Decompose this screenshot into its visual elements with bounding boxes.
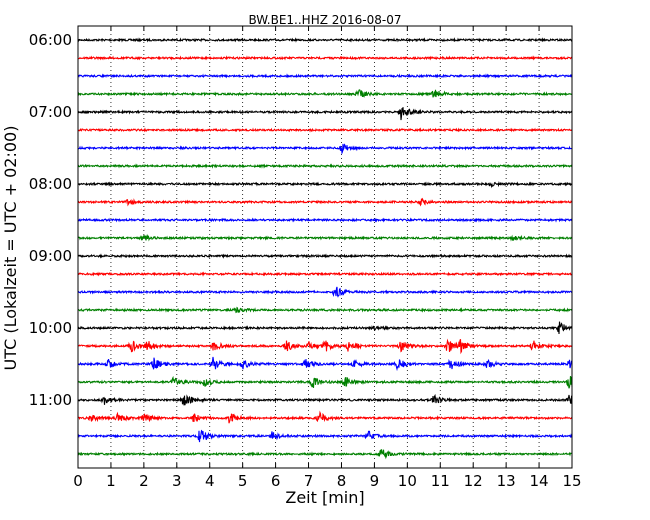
x-tick-label: 5 bbox=[238, 472, 248, 490]
x-tick-label: 14 bbox=[530, 472, 549, 490]
x-tick-label: 0 bbox=[73, 472, 83, 490]
x-tick-label: 4 bbox=[205, 472, 215, 490]
trace-line bbox=[77, 393, 573, 406]
trace-line bbox=[77, 217, 573, 223]
trace-line bbox=[77, 356, 573, 372]
y-tick-label: 10:00 bbox=[29, 319, 72, 337]
y-tick-label: 08:00 bbox=[29, 175, 72, 193]
trace-line bbox=[77, 37, 573, 43]
x-axis-label: Zeit [min] bbox=[285, 488, 364, 507]
trace-line bbox=[77, 107, 573, 121]
axis-ticks bbox=[77, 26, 573, 468]
trace-line bbox=[78, 253, 573, 259]
y-tick-labels: 06:00 07:00 08:00 09:00 10:00 11:00 bbox=[29, 31, 72, 409]
trace-line bbox=[77, 181, 573, 189]
trace-line bbox=[77, 306, 573, 314]
x-tick-label: 11 bbox=[431, 472, 450, 490]
x-tick-label: 10 bbox=[398, 472, 417, 490]
trace-line bbox=[77, 163, 573, 169]
trace-line bbox=[77, 375, 573, 389]
x-tick-label: 15 bbox=[562, 472, 581, 490]
trace-line bbox=[77, 271, 573, 277]
trace-line bbox=[77, 143, 573, 155]
x-tick-label: 6 bbox=[271, 472, 281, 490]
y-tick-label: 11:00 bbox=[29, 391, 72, 409]
x-tick-label: 9 bbox=[370, 472, 380, 490]
x-tick-label: 7 bbox=[304, 472, 314, 490]
trace-line bbox=[77, 321, 573, 335]
trace-line bbox=[77, 449, 573, 460]
trace-line bbox=[77, 55, 573, 61]
trace-line bbox=[77, 127, 573, 133]
trace-line bbox=[77, 286, 573, 298]
x-tick-label: 13 bbox=[497, 472, 516, 490]
traces bbox=[77, 37, 573, 460]
y-tick-label: 06:00 bbox=[29, 31, 72, 49]
x-tick-label: 2 bbox=[139, 472, 149, 490]
trace-line bbox=[77, 429, 573, 443]
grid-lines bbox=[110, 26, 540, 468]
chart-title: BW.BE1..HHZ 2016-08-07 bbox=[248, 13, 401, 27]
plot-frame bbox=[77, 25, 573, 469]
x-tick-label: 12 bbox=[464, 472, 483, 490]
y-tick-label: 07:00 bbox=[29, 103, 72, 121]
trace-line bbox=[77, 338, 573, 355]
y-axis-label: UTC (Lokalzeit = UTC + 02:00) bbox=[1, 126, 20, 371]
x-tick-label: 8 bbox=[337, 472, 347, 490]
trace-line bbox=[77, 233, 573, 242]
trace-line bbox=[77, 410, 573, 424]
y-tick-label: 09:00 bbox=[29, 247, 72, 265]
x-tick-labels: 0 1 2 3 4 5 6 7 8 9 10 11 12 13 14 15 bbox=[73, 472, 581, 490]
x-tick-label: 3 bbox=[172, 472, 182, 490]
x-tick-label: 1 bbox=[106, 472, 116, 490]
trace-line bbox=[77, 197, 573, 207]
trace-line bbox=[77, 89, 573, 98]
trace-line bbox=[78, 73, 573, 79]
